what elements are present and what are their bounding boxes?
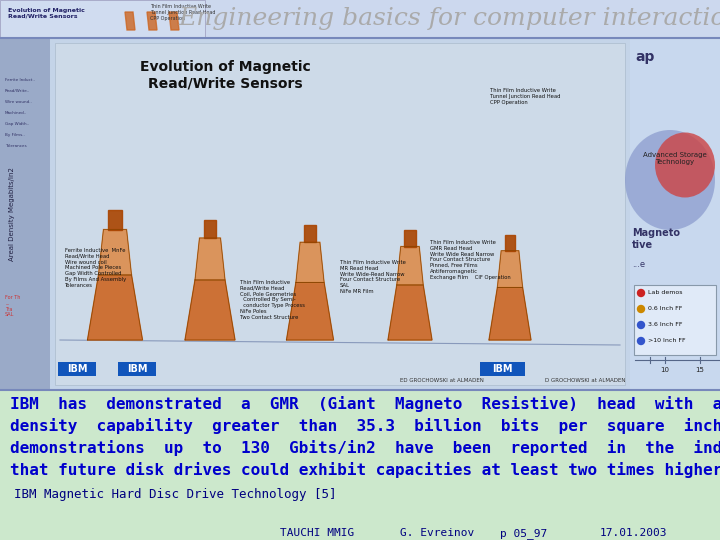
Bar — [480, 362, 525, 376]
Polygon shape — [169, 12, 179, 30]
Text: that future disk drives could exhibit capacities at least two times higher than : that future disk drives could exhibit ca… — [10, 462, 720, 478]
Polygon shape — [397, 246, 423, 285]
Text: IBM  has  demonstrated  a  GMR  (Giant  Magneto  Resistive)  head  with  an  are: IBM has demonstrated a GMR (Giant Magnet… — [10, 396, 720, 412]
Bar — [634, 285, 716, 355]
Text: Thin Film Inductive Write
MR Read Head
Write Wide-Read Narrow
Four Contact Struc: Thin Film Inductive Write MR Read Head W… — [340, 260, 406, 294]
Bar — [0, 0, 720, 38]
Bar — [630, 38, 720, 390]
Text: D GROCHOWSKI at ALMADEN: D GROCHOWSKI at ALMADEN — [545, 378, 626, 383]
Bar — [0, 38, 720, 390]
Polygon shape — [147, 12, 157, 30]
Text: p 05_97: p 05_97 — [500, 528, 547, 539]
Text: Wire wound..: Wire wound.. — [5, 100, 32, 104]
Text: IBM: IBM — [492, 364, 513, 374]
Bar — [50, 38, 630, 390]
Text: Magneto
tive: Magneto tive — [632, 228, 680, 249]
Polygon shape — [296, 242, 324, 282]
Text: Advanced Storage
Technology: Advanced Storage Technology — [643, 152, 707, 165]
Text: By Films..: By Films.. — [5, 133, 24, 137]
Text: Tolerances: Tolerances — [5, 144, 27, 148]
Text: Gap Width..: Gap Width.. — [5, 122, 29, 126]
Polygon shape — [489, 287, 531, 340]
Text: IBM Magnetic Hard Disc Drive Technology [5]: IBM Magnetic Hard Disc Drive Technology … — [14, 488, 336, 501]
Polygon shape — [498, 251, 523, 287]
Text: Thin Film Inductive Write
GMR Read Head
Write Wide Read Narrow
Four Contact Stru: Thin Film Inductive Write GMR Read Head … — [430, 240, 510, 280]
Polygon shape — [405, 230, 415, 246]
Text: Thin Film Inductive
Read/Write Head
Coil, Pole Geometries
  Controlled By Semi-
: Thin Film Inductive Read/Write Head Coil… — [240, 280, 305, 320]
Polygon shape — [185, 280, 235, 340]
Polygon shape — [125, 12, 135, 30]
Text: Evolution of Magnetic
Read/Write Sensors: Evolution of Magnetic Read/Write Sensors — [140, 60, 310, 90]
Text: 0.6 Inch FF: 0.6 Inch FF — [648, 307, 683, 312]
Polygon shape — [108, 210, 122, 230]
Text: 10: 10 — [660, 367, 670, 373]
Text: IBM: IBM — [127, 364, 148, 374]
Polygon shape — [88, 275, 143, 340]
Bar — [118, 362, 156, 376]
Text: TAUCHI MMIG: TAUCHI MMIG — [280, 528, 354, 538]
Text: Evolution of Magnetic
Read/Write Sensors: Evolution of Magnetic Read/Write Sensors — [8, 8, 85, 19]
Bar — [0, 38, 50, 390]
Text: Ferrite Inductive  MnFe
Read/Write Head
Wire wound coil
Machined Pole Pieces
Gap: Ferrite Inductive MnFe Read/Write Head W… — [65, 248, 126, 288]
Text: 17.01.2003: 17.01.2003 — [600, 528, 667, 538]
Text: demonstrations  up  to  130  Gbits/in2  have  been  reported  in  the  industry,: demonstrations up to 130 Gbits/in2 have … — [10, 440, 720, 456]
Text: 3.6 Inch FF: 3.6 Inch FF — [648, 322, 683, 327]
Ellipse shape — [625, 130, 715, 230]
Circle shape — [637, 321, 644, 328]
Text: ap: ap — [635, 50, 654, 64]
Text: Machined..: Machined.. — [5, 111, 27, 115]
Bar — [55, 43, 625, 385]
Text: Ferrite Induct..: Ferrite Induct.. — [5, 78, 35, 82]
Bar — [58, 362, 96, 376]
Text: density  capability  greater  than  35.3  billion  bits  per  square  inch  and : density capability greater than 35.3 bil… — [10, 418, 720, 434]
Text: IBM: IBM — [67, 364, 87, 374]
Text: Lab demos: Lab demos — [648, 291, 683, 295]
Text: For Th
...
Tra
SAL: For Th ... Tra SAL — [5, 295, 20, 318]
Text: Thin Film Inductive Write
Tunnel Junction Read Head
CPP Operation: Thin Film Inductive Write Tunnel Junctio… — [490, 88, 560, 105]
Circle shape — [637, 306, 644, 313]
Text: G. Evreinov: G. Evreinov — [400, 528, 474, 538]
Circle shape — [637, 338, 644, 345]
Text: Read/Write..: Read/Write.. — [5, 89, 30, 93]
Text: ED GROCHOWSKI at ALMADEN: ED GROCHOWSKI at ALMADEN — [400, 378, 484, 383]
Text: Thin Film Inductive Write
Tunnel Junction Read Head
CPP Operation: Thin Film Inductive Write Tunnel Junctio… — [150, 4, 215, 21]
Polygon shape — [388, 285, 432, 340]
Polygon shape — [287, 282, 333, 340]
Ellipse shape — [655, 132, 715, 198]
Text: ...e: ...e — [632, 260, 645, 269]
Text: Engineering basics for computer interaction: Engineering basics for computer interact… — [179, 8, 720, 30]
Text: 15: 15 — [696, 367, 704, 373]
Polygon shape — [204, 220, 216, 238]
Polygon shape — [505, 235, 516, 251]
Text: >10 Inch FF: >10 Inch FF — [648, 339, 685, 343]
Polygon shape — [195, 238, 225, 280]
Text: Areal Density Megabits/in2: Areal Density Megabits/in2 — [9, 167, 15, 261]
Polygon shape — [304, 225, 316, 242]
Bar — [0, 0, 205, 38]
Polygon shape — [99, 230, 132, 275]
Circle shape — [637, 289, 644, 296]
